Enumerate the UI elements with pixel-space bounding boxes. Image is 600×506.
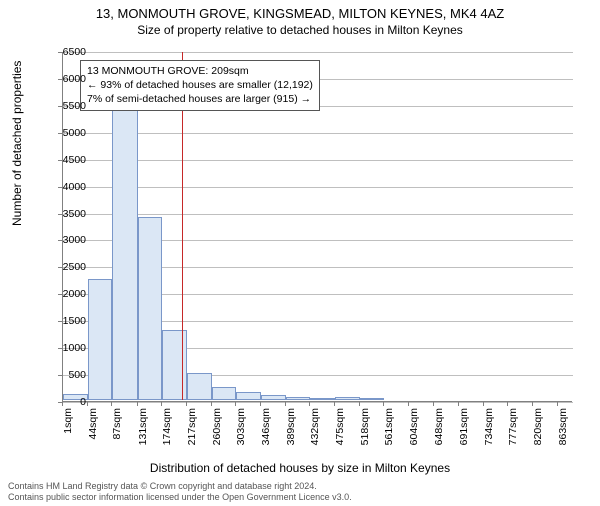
info-box-line: 13 MONMOUTH GROVE: 209sqm <box>87 64 313 78</box>
info-box-line: 7% of semi-detached houses are larger (9… <box>87 92 313 106</box>
x-tickmark <box>235 402 236 406</box>
histogram-bar <box>112 104 137 400</box>
y-tickmark <box>58 160 62 161</box>
y-tick-label: 2500 <box>63 261 86 273</box>
x-tick-label: 389sqm <box>285 408 297 448</box>
y-tickmark <box>58 52 62 53</box>
histogram-bar <box>138 217 163 400</box>
x-tick-label: 475sqm <box>334 408 346 448</box>
y-tick-label: 0 <box>80 396 86 408</box>
x-tick-label: 432sqm <box>309 408 321 448</box>
x-tick-label: 303sqm <box>235 408 247 448</box>
gridline <box>63 402 573 403</box>
histogram-bar <box>286 397 311 400</box>
x-tickmark <box>161 402 162 406</box>
histogram-bar <box>335 397 360 400</box>
x-tickmark <box>111 402 112 406</box>
chart-plot-area: 13 MONMOUTH GROVE: 209sqm← 93% of detach… <box>62 52 572 402</box>
y-tick-label: 3500 <box>63 208 86 220</box>
x-tick-label: 87sqm <box>111 408 123 448</box>
x-tickmark <box>260 402 261 406</box>
x-tickmark <box>62 402 63 406</box>
x-tick-label: 217sqm <box>186 408 198 448</box>
y-tickmark <box>58 187 62 188</box>
y-tick-label: 3000 <box>63 234 86 246</box>
x-tickmark <box>137 402 138 406</box>
histogram-bar <box>360 398 385 400</box>
y-tickmark <box>58 294 62 295</box>
gridline <box>63 187 573 188</box>
gridline <box>63 133 573 134</box>
y-tickmark <box>58 348 62 349</box>
y-tickmark <box>58 267 62 268</box>
histogram-bar <box>261 395 286 400</box>
x-tickmark <box>211 402 212 406</box>
x-tick-label: 1sqm <box>62 408 74 448</box>
y-tick-label: 4500 <box>63 154 86 166</box>
info-box-line: ← 93% of detached houses are smaller (12… <box>87 78 313 92</box>
y-tick-label: 1500 <box>63 315 86 327</box>
x-tickmark <box>532 402 533 406</box>
x-tick-label: 734sqm <box>483 408 495 448</box>
y-tickmark <box>58 375 62 376</box>
gridline <box>63 214 573 215</box>
gridline <box>63 52 573 53</box>
y-tick-label: 2000 <box>63 288 86 300</box>
x-tickmark <box>334 402 335 406</box>
x-tick-label: 561sqm <box>383 408 395 448</box>
y-tickmark <box>58 321 62 322</box>
x-tick-label: 648sqm <box>433 408 445 448</box>
x-tickmark <box>507 402 508 406</box>
x-tickmark <box>433 402 434 406</box>
x-tickmark <box>483 402 484 406</box>
x-tick-label: 604sqm <box>408 408 420 448</box>
y-tick-label: 5500 <box>63 100 86 112</box>
chart-subtitle: Size of property relative to detached ho… <box>0 23 600 37</box>
x-tickmark <box>458 402 459 406</box>
x-tick-label: 518sqm <box>359 408 371 448</box>
y-tickmark <box>58 106 62 107</box>
x-tickmark <box>285 402 286 406</box>
x-tickmark <box>359 402 360 406</box>
x-tickmark <box>557 402 558 406</box>
x-tickmark <box>309 402 310 406</box>
x-tickmark <box>186 402 187 406</box>
y-tick-label: 500 <box>68 369 86 381</box>
gridline <box>63 160 573 161</box>
y-tick-label: 6000 <box>63 73 86 85</box>
x-tick-label: 820sqm <box>532 408 544 448</box>
x-axis-label: Distribution of detached houses by size … <box>0 461 600 475</box>
y-tick-label: 4000 <box>63 181 86 193</box>
info-box: 13 MONMOUTH GROVE: 209sqm← 93% of detach… <box>80 60 320 111</box>
attribution-line1: Contains HM Land Registry data © Crown c… <box>8 481 352 492</box>
y-tick-label: 5000 <box>63 127 86 139</box>
x-tickmark <box>383 402 384 406</box>
histogram-bar <box>187 373 212 400</box>
chart-title: 13, MONMOUTH GROVE, KINGSMEAD, MILTON KE… <box>0 6 600 21</box>
x-tick-label: 44sqm <box>87 408 99 448</box>
histogram-bar <box>236 392 261 400</box>
x-tick-label: 863sqm <box>557 408 569 448</box>
x-tick-label: 131sqm <box>137 408 149 448</box>
histogram-bar <box>88 279 113 400</box>
x-tick-label: 691sqm <box>458 408 470 448</box>
y-tickmark <box>58 214 62 215</box>
y-tick-label: 6500 <box>63 46 86 58</box>
histogram-bar <box>310 398 335 400</box>
histogram-bar <box>212 387 237 400</box>
x-tick-label: 260sqm <box>211 408 223 448</box>
attribution-line2: Contains public sector information licen… <box>8 492 352 503</box>
x-tickmark <box>408 402 409 406</box>
y-tickmark <box>58 240 62 241</box>
y-tickmark <box>58 79 62 80</box>
x-tick-label: 777sqm <box>507 408 519 448</box>
x-tick-label: 346sqm <box>260 408 272 448</box>
y-axis-label: Number of detached properties <box>10 61 24 226</box>
x-tick-label: 174sqm <box>161 408 173 448</box>
x-tickmark <box>87 402 88 406</box>
y-tick-label: 1000 <box>63 342 86 354</box>
y-tickmark <box>58 133 62 134</box>
